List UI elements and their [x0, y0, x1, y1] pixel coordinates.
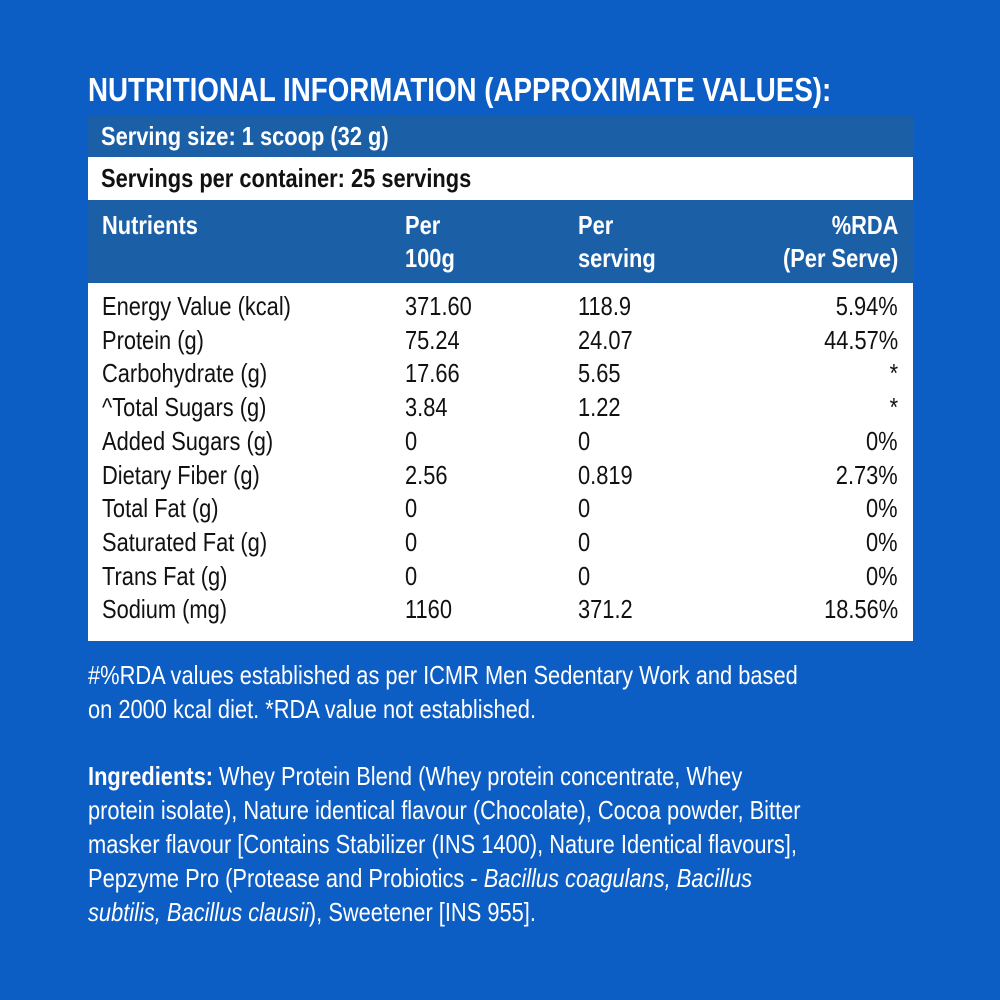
- per-serving-value: 118.9: [578, 291, 632, 321]
- nutrition-table: Serving size: 1 scoop (32 g) Servings pe…: [88, 116, 913, 641]
- per-serving-value: 371.2: [578, 594, 633, 625]
- servings-per-container: Servings per container: 25 servings: [101, 163, 472, 193]
- per-serving-value: 0: [578, 560, 591, 591]
- nutrient-name: Added Sugars (g): [102, 425, 274, 456]
- table-row: Protein (g) 75.24 24.07 44.57%: [88, 323, 913, 357]
- nutrient-name: Protein (g): [102, 324, 204, 355]
- header-per-100g: Per 100g: [405, 210, 455, 273]
- nutrient-name: Dietary Fiber (g): [102, 459, 260, 490]
- per-serving-value: 5.65: [578, 358, 621, 389]
- per-100g-value: 3.84: [405, 392, 448, 423]
- nutrient-name: Energy Value (kcal): [102, 291, 291, 321]
- per-100g-value: 0: [405, 560, 418, 591]
- table-row: Energy Value (kcal) 371.60 118.9 5.94%: [88, 289, 913, 323]
- rda-value: 44.57%: [823, 324, 898, 355]
- rda-value: *: [889, 358, 898, 389]
- ingredients: Ingredients: Whey Protein Blend (Whey pr…: [88, 761, 801, 927]
- table-row: Added Sugars (g) 0 0 0%: [88, 424, 913, 458]
- table-row: Dietary Fiber (g) 2.56 0.819 2.73%: [88, 458, 913, 492]
- header-rda: %RDA (Per Serve): [782, 210, 898, 273]
- nutrient-name: Trans Fat (g): [102, 560, 228, 591]
- rda-value: 18.56%: [823, 594, 898, 625]
- per-serving-value: 0.819: [578, 459, 633, 490]
- rda-value: 5.94%: [836, 291, 898, 321]
- rda-footnote: #%RDA values established as per ICMR Men…: [88, 660, 798, 724]
- rda-value: 0%: [866, 425, 898, 456]
- per-serving-value: 0: [578, 526, 591, 557]
- table-header: Nutrients Per 100g Per serving %RDA (Per…: [88, 200, 913, 283]
- rda-value: 0%: [866, 560, 898, 591]
- per-100g-value: 75.24: [405, 324, 460, 355]
- rda-value: 2.73%: [836, 459, 898, 490]
- ingredients-label: Ingredients:: [88, 761, 213, 791]
- table-row: Sodium (mg) 1160 371.2 18.56%: [88, 592, 913, 626]
- rda-value: 0%: [866, 493, 898, 524]
- per-100g-value: 0: [405, 425, 418, 456]
- rda-value: *: [889, 392, 898, 423]
- header-per-serving: Per serving: [578, 210, 656, 273]
- table-row: Trans Fat (g) 0 0 0%: [88, 559, 913, 593]
- table-row: Saturated Fat (g) 0 0 0%: [88, 525, 913, 559]
- per-serving-value: 1.22: [578, 392, 621, 423]
- nutrient-name: Saturated Fat (g): [102, 526, 268, 557]
- per-100g-value: 1160: [405, 594, 452, 625]
- table-row: ^Total Sugars (g) 3.84 1.22 *: [88, 390, 913, 424]
- nutrient-name: Total Fat (g): [102, 493, 219, 524]
- per-100g-value: 0: [405, 526, 418, 557]
- per-serving-value: 24.07: [578, 324, 633, 355]
- serving-size: Serving size: 1 scoop (32 g): [101, 121, 389, 151]
- per-100g-value: 17.66: [405, 358, 460, 389]
- per-serving-value: 0: [578, 493, 591, 524]
- page-title: NUTRITIONAL INFORMATION (APPROXIMATE VAL…: [88, 71, 832, 108]
- header-nutrients: Nutrients: [102, 210, 198, 240]
- table-row: Total Fat (g) 0 0 0%: [88, 491, 913, 525]
- per-100g-value: 0: [405, 493, 418, 524]
- serving-size-band: Serving size: 1 scoop (32 g): [88, 116, 913, 157]
- rda-value: 0%: [866, 526, 898, 557]
- nutrient-name: Carbohydrate (g): [102, 358, 268, 389]
- servings-per-container-band: Servings per container: 25 servings: [88, 157, 913, 200]
- nutrient-name: Sodium (mg): [102, 594, 228, 625]
- table-row: Carbohydrate (g) 17.66 5.65 *: [88, 356, 913, 390]
- per-100g-value: 371.60: [405, 291, 472, 321]
- per-100g-value: 2.56: [405, 459, 448, 490]
- per-serving-value: 0: [578, 425, 591, 456]
- nutrient-name: ^Total Sugars (g): [102, 392, 267, 423]
